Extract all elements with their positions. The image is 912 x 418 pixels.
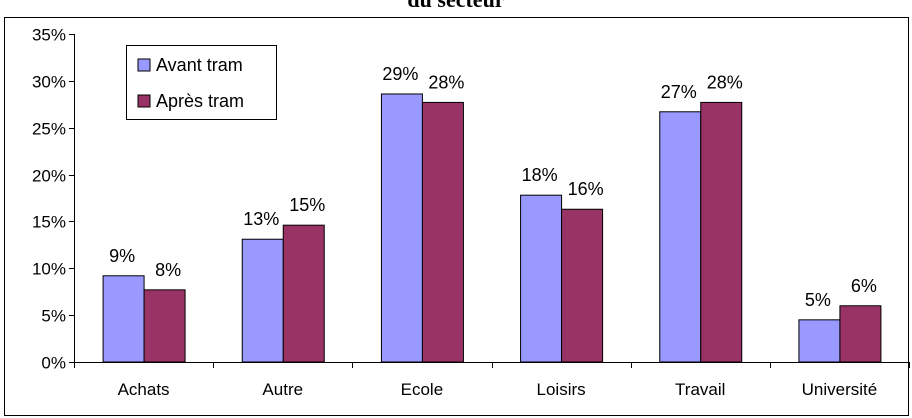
legend-swatch-avant-tram [137,58,151,72]
y-tick-label: 10% [32,260,66,279]
bar [421,101,464,363]
y-tick-label: 20% [32,167,66,186]
x-tick-label: Ecole [401,380,444,399]
bar [561,208,604,363]
y-tick-label: 0% [41,354,66,373]
legend-swatch-apres-tram [137,94,151,108]
y-tick-label: 25% [32,120,66,139]
y-tick-label: 30% [32,73,66,92]
data-label: 8% [155,260,181,280]
legend-label-avant-tram: Avant tram [156,55,243,75]
data-label: 28% [428,72,464,92]
bar [282,224,325,363]
outer-frame [4,17,909,416]
data-label: 15% [289,195,325,215]
x-tick-label: Autre [262,380,303,399]
chart-title: du secteur [0,0,912,13]
bar [839,305,882,363]
legend: Avant tram Après tram [126,45,277,120]
bar [143,289,186,363]
legend-box [126,45,277,120]
data-label: 5% [805,290,831,310]
y-tick-label: 35% [32,26,66,45]
data-label: 9% [109,246,135,266]
bar [380,93,423,363]
bar [700,101,743,363]
bar [102,275,145,363]
bar [659,111,702,363]
y-tick-label: 5% [41,307,66,326]
x-tick-label: Loisirs [537,380,586,399]
x-tick-label: Achats [118,380,170,399]
data-label: 6% [851,276,877,296]
data-label: 29% [382,64,418,84]
legend-label-apres-tram: Après tram [156,91,244,111]
data-label: 18% [522,165,558,185]
bar [520,194,563,363]
bar [241,238,284,363]
x-tick-label: Travail [675,380,725,399]
y-tick-label: 15% [32,213,66,232]
bar [798,319,841,363]
data-label: 16% [568,179,604,199]
data-label: 28% [707,72,743,92]
data-label: 27% [661,82,697,102]
data-label: 13% [243,209,279,229]
x-tick-label: Université [802,380,878,399]
